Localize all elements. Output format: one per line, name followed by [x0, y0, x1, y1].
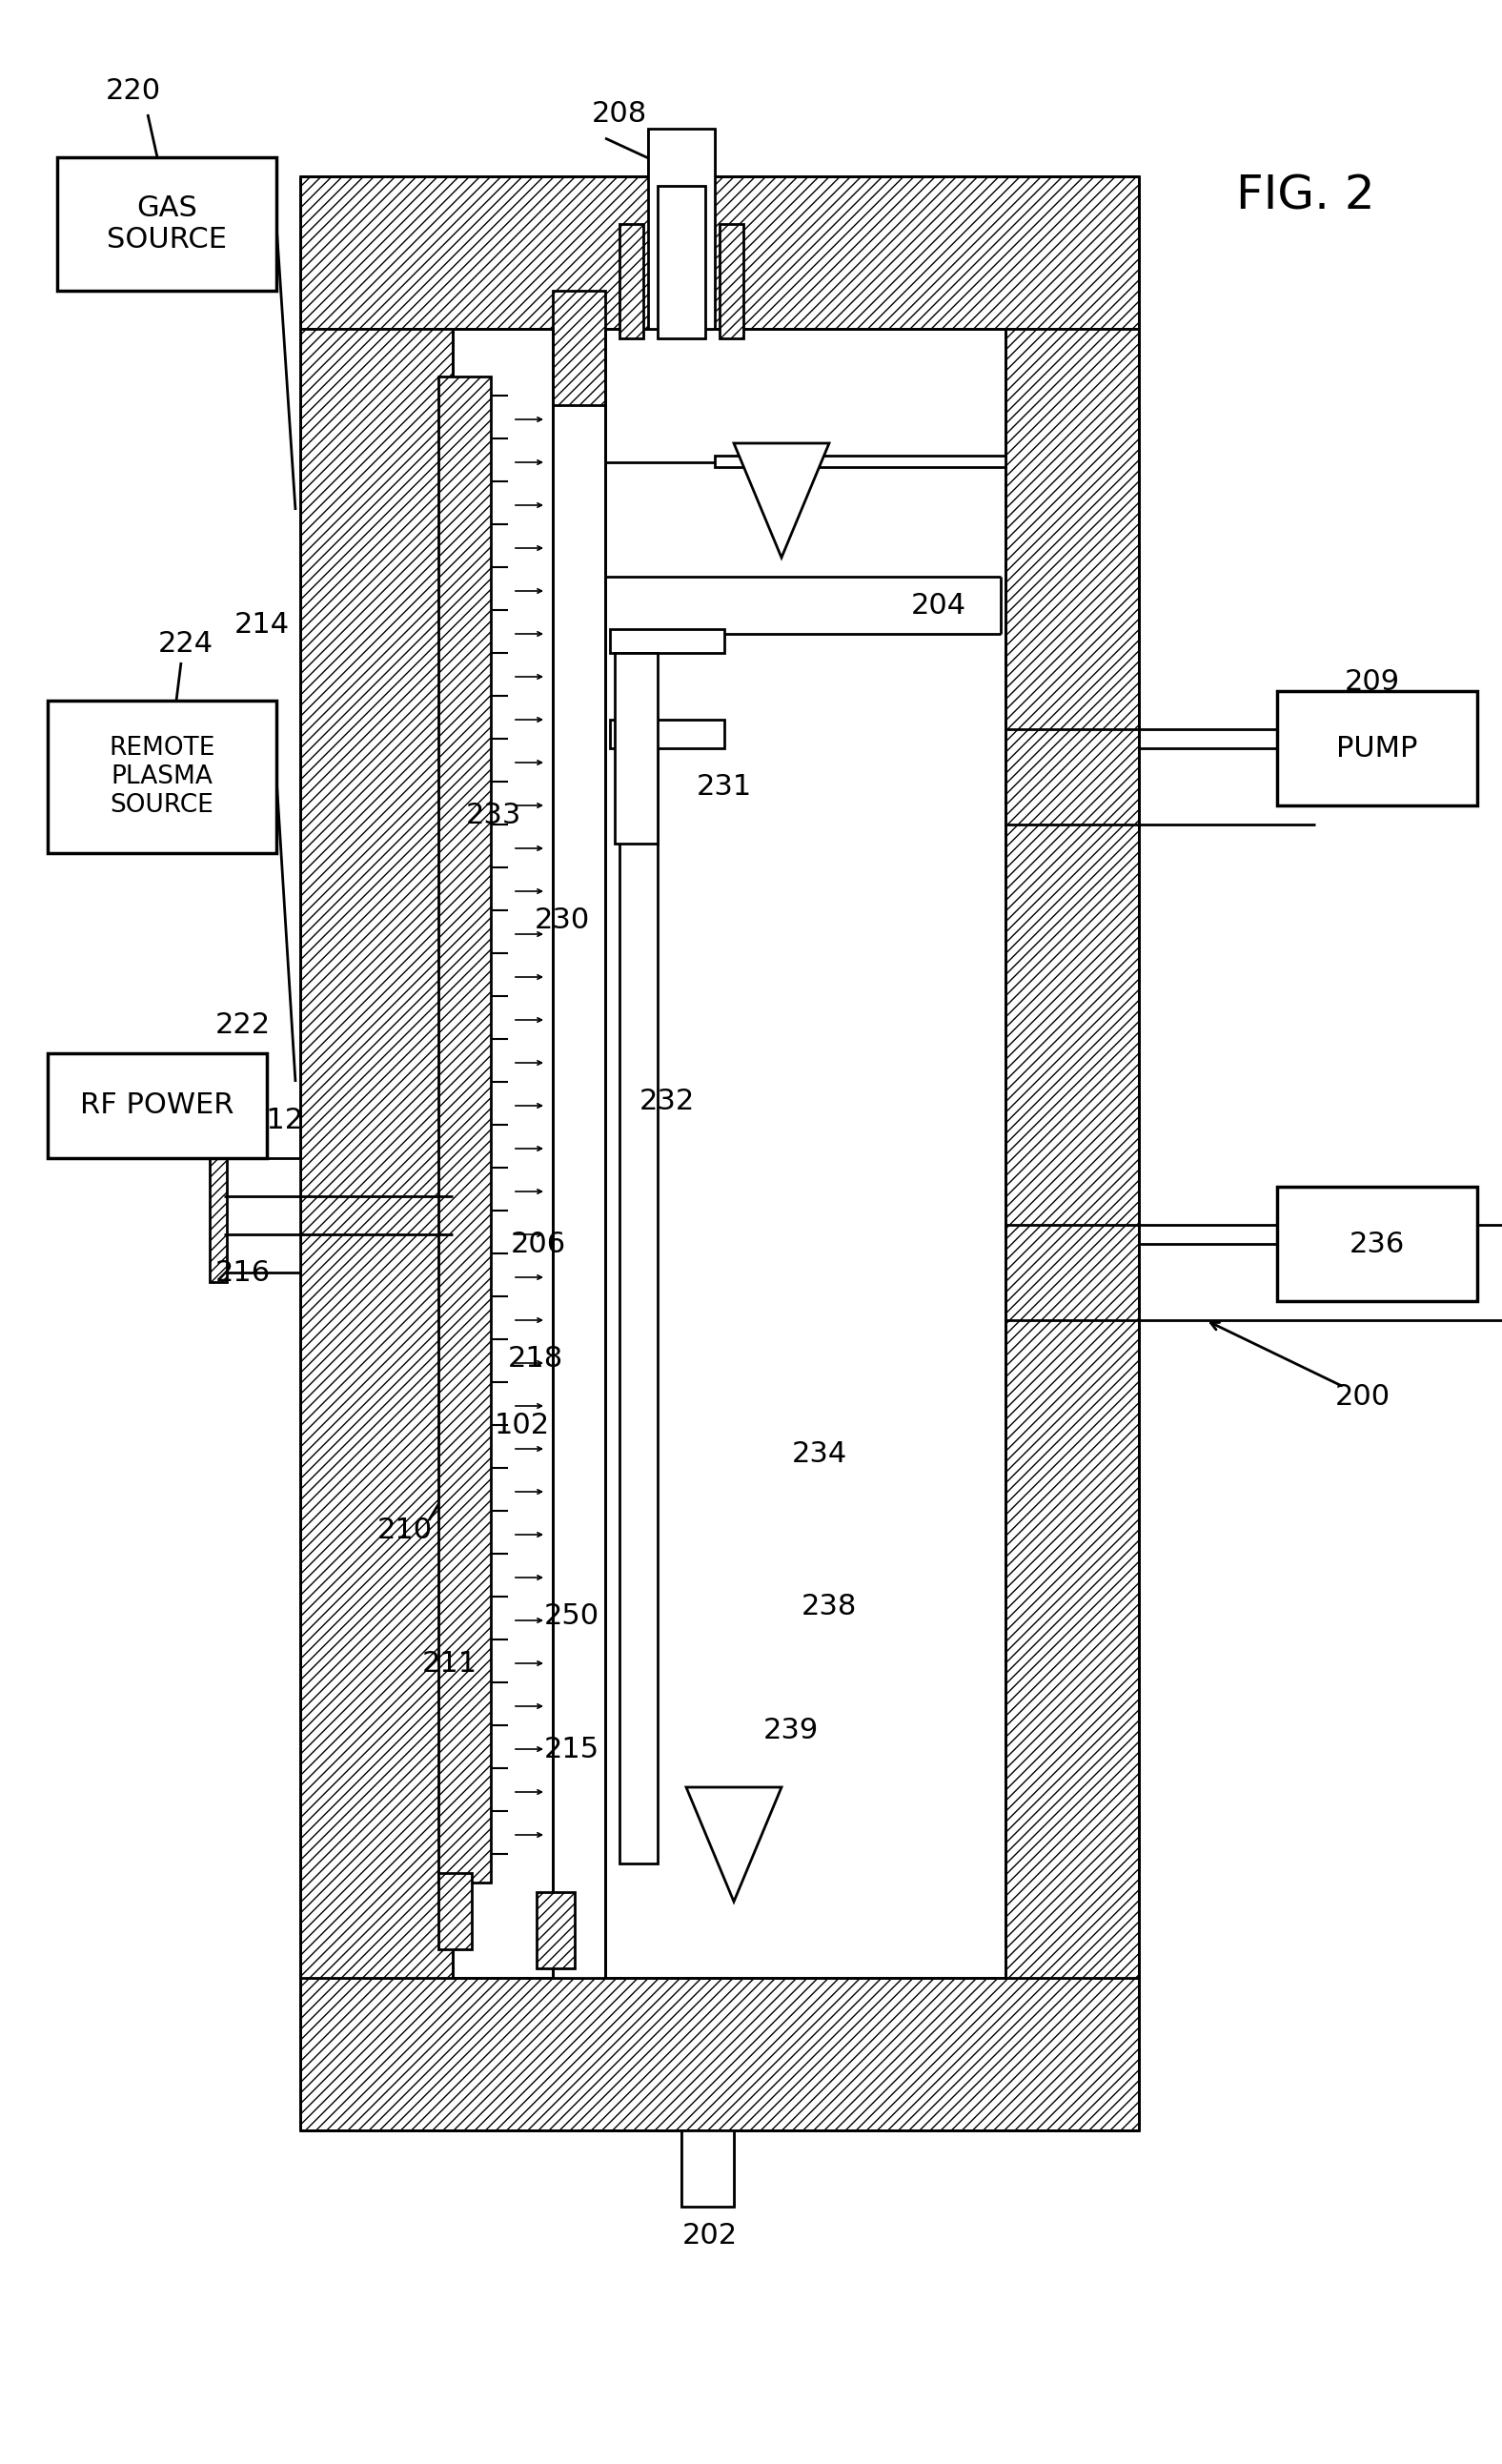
Text: PUMP: PUMP: [1337, 734, 1418, 761]
Text: 218: 218: [508, 1345, 563, 1372]
Text: 231: 231: [697, 774, 753, 801]
Bar: [439, 1873, 472, 1949]
Text: 222: 222: [215, 1010, 270, 1037]
Polygon shape: [686, 1786, 781, 1902]
Text: REMOTE
PLASMA
SOURCE: REMOTE PLASMA SOURCE: [110, 737, 215, 818]
Bar: [210, 1148, 227, 1281]
Text: 230: 230: [535, 907, 590, 934]
Text: 220: 220: [105, 76, 161, 103]
Bar: [715, 456, 1005, 468]
Text: FIG. 2: FIG. 2: [1236, 172, 1374, 219]
Text: 216: 216: [215, 1259, 270, 1286]
Bar: [439, 377, 491, 1882]
Text: 208: 208: [592, 101, 647, 128]
Bar: [1005, 328, 1139, 1979]
Bar: [619, 749, 658, 1863]
Text: 211: 211: [422, 1648, 478, 1678]
Bar: [647, 123, 715, 328]
Text: 234: 234: [792, 1439, 847, 1469]
Polygon shape: [734, 444, 829, 557]
Bar: [1277, 690, 1478, 806]
Bar: [300, 328, 452, 1979]
Bar: [300, 1979, 1139, 2131]
Bar: [610, 719, 724, 749]
Text: GAS
SOURCE: GAS SOURCE: [107, 195, 227, 254]
Bar: [536, 1892, 575, 1969]
Text: 204: 204: [912, 591, 966, 618]
Bar: [452, 328, 1005, 1979]
Bar: [57, 158, 276, 291]
Text: 215: 215: [544, 1735, 599, 1762]
Text: 233: 233: [466, 801, 521, 828]
Text: 238: 238: [802, 1592, 858, 1619]
Text: RF POWER: RF POWER: [80, 1092, 234, 1119]
Text: 232: 232: [640, 1087, 695, 1114]
Text: 200: 200: [1335, 1382, 1391, 1409]
Text: 214: 214: [234, 611, 290, 638]
Text: 212: 212: [249, 1106, 303, 1133]
Bar: [614, 653, 658, 843]
Bar: [610, 628, 724, 653]
Text: 209: 209: [1344, 668, 1400, 695]
Bar: [224, 1158, 300, 1271]
Bar: [658, 185, 706, 338]
Bar: [300, 177, 1139, 328]
Bar: [553, 328, 605, 1979]
Text: 239: 239: [763, 1717, 819, 1745]
Text: 206: 206: [511, 1230, 566, 1257]
Bar: [619, 224, 643, 338]
Text: 224: 224: [158, 631, 213, 658]
Bar: [48, 700, 276, 853]
Bar: [719, 224, 743, 338]
Bar: [48, 1052, 267, 1158]
Text: 210: 210: [377, 1515, 433, 1542]
Text: 250: 250: [544, 1602, 599, 1629]
Bar: [647, 128, 715, 328]
Text: 202: 202: [682, 2223, 737, 2250]
Bar: [1277, 1188, 1478, 1301]
Bar: [553, 291, 605, 404]
Bar: [682, 2131, 734, 2208]
Text: 236: 236: [1349, 1230, 1404, 1257]
Text: 102: 102: [494, 1412, 550, 1439]
